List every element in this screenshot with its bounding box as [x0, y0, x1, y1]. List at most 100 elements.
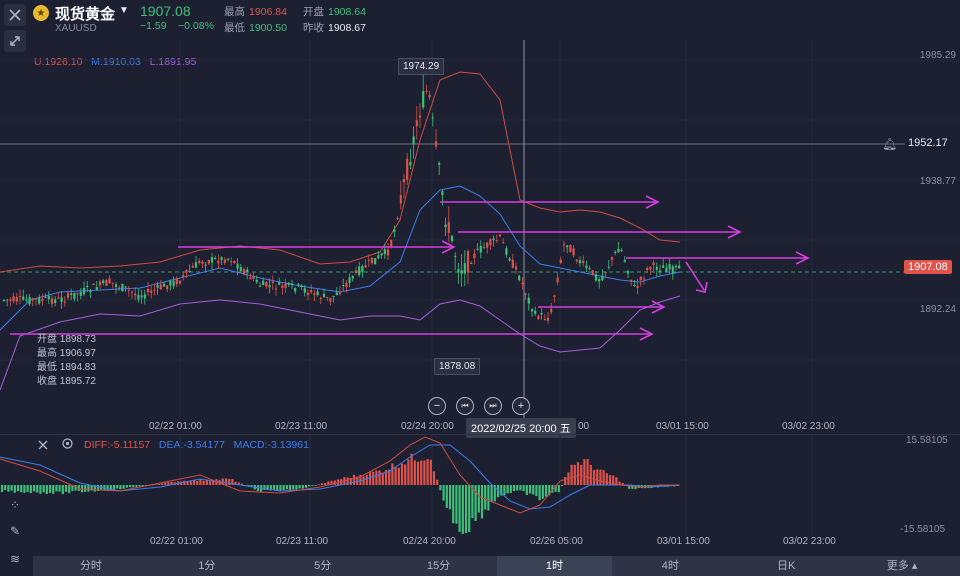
stat-low: 最低 1900.50	[224, 22, 287, 34]
tab-1hour[interactable]: 1时	[496, 556, 613, 576]
candle-body	[76, 293, 79, 295]
indicator-tool-button[interactable]: ⁘	[4, 494, 26, 516]
macd-bar	[192, 479, 196, 485]
candle-body	[438, 162, 441, 165]
macd-bar	[288, 485, 292, 490]
macd-bar	[477, 485, 480, 513]
tab-4hour[interactable]: 4时	[661, 560, 679, 572]
symbol-name[interactable]: 现货黄金	[55, 6, 116, 23]
tab-timeshare[interactable]: 分时	[79, 560, 102, 572]
macd-bar	[621, 483, 624, 485]
candle-body	[441, 191, 444, 196]
macd-bar	[237, 482, 240, 485]
macd-bar	[426, 459, 429, 485]
candle-body	[521, 283, 524, 285]
macd-bar	[250, 485, 253, 488]
macd-bar	[420, 460, 423, 485]
macd-bar	[205, 480, 208, 485]
candle-body	[495, 240, 498, 242]
macd-bar	[282, 485, 285, 491]
macd-bar	[413, 460, 416, 485]
candle-body	[492, 238, 495, 241]
candle-body	[473, 253, 476, 259]
candle-body	[207, 260, 210, 264]
macd-bar	[484, 485, 487, 510]
macd-bar	[10, 485, 13, 491]
tab-more[interactable]: 更多 ▴	[886, 560, 918, 572]
macd-time-label: 02/26 05:00	[530, 536, 583, 547]
candle-body	[620, 249, 623, 252]
macd-bar	[112, 485, 116, 491]
fullscreen-button[interactable]	[4, 30, 26, 52]
candle-body	[617, 248, 620, 253]
macd-bar	[292, 485, 295, 490]
candle-body	[572, 248, 575, 256]
zoom-out-button[interactable]: −	[428, 397, 446, 415]
macd-bar	[4, 485, 7, 491]
macd-bar	[87, 485, 90, 492]
macd-bar	[64, 485, 68, 492]
macd-bar	[276, 485, 279, 491]
macd-bar	[13, 485, 16, 493]
macd-settings-button[interactable]	[61, 437, 74, 455]
tab-15min[interactable]: 15分	[426, 560, 451, 572]
layers-tool-button[interactable]: ≋	[4, 548, 26, 570]
macd-bar	[7, 485, 10, 492]
macd-bar	[394, 466, 397, 485]
macd-bar	[68, 485, 71, 494]
macd-bar	[228, 478, 231, 485]
candle-body	[201, 261, 204, 264]
candle-body	[386, 249, 390, 256]
candle-body	[31, 298, 34, 301]
bell-icon[interactable]: 🔔︎	[882, 137, 898, 151]
stat-prev-close: 昨收 1908.67	[303, 22, 366, 34]
step-forward-button[interactable]: ⏭	[484, 397, 502, 415]
candle-body	[678, 265, 681, 269]
candle-body	[274, 288, 278, 290]
candle-body	[457, 268, 460, 273]
candle-body	[447, 222, 450, 233]
macd-bar	[586, 458, 589, 485]
candle-body	[412, 136, 415, 145]
macd-bar	[170, 481, 173, 485]
candle-body	[313, 293, 316, 295]
candle-body	[28, 297, 31, 305]
macd-bar	[397, 467, 400, 485]
stat-high: 最高 1906.84	[224, 6, 287, 18]
candle-body	[98, 281, 102, 286]
macd-bar	[247, 485, 250, 487]
candle-body	[82, 287, 86, 294]
macd-bar	[20, 485, 23, 493]
macd-bar	[269, 485, 272, 491]
macd-bar	[36, 485, 39, 493]
candle-body	[361, 266, 364, 273]
candle-body	[159, 284, 162, 290]
macd-bar	[480, 485, 484, 519]
zoom-in-button[interactable]: +	[512, 397, 530, 415]
candle-body	[95, 287, 98, 290]
draw-tool-button[interactable]: ✎	[4, 520, 26, 542]
macd-bar	[333, 480, 336, 485]
peak-label: 1974.29	[398, 58, 445, 75]
main-chart[interactable]: 1985.29 1938.77 1892.24	[0, 0, 960, 435]
candle-body	[188, 270, 191, 272]
candle-body	[358, 266, 361, 276]
candle-body	[559, 259, 562, 263]
tab-daily[interactable]: 日K	[777, 560, 796, 572]
macd-chart[interactable]	[0, 435, 960, 550]
tab-1min[interactable]: 1分	[198, 560, 216, 572]
macd-bar	[164, 482, 167, 485]
candle-body	[127, 289, 130, 291]
candle-body	[335, 292, 338, 296]
step-back-button[interactable]: ⏮	[456, 397, 474, 415]
macd-bar	[356, 476, 359, 485]
macd-close-button[interactable]	[37, 438, 49, 456]
close-button[interactable]	[4, 4, 26, 26]
macd-diff-line	[0, 436, 680, 514]
candle-body	[172, 280, 175, 287]
macd-bar	[74, 485, 77, 491]
candle-body	[598, 279, 601, 282]
symbol-dropdown-icon[interactable]: ▼	[119, 5, 129, 16]
tab-5min[interactable]: 5分	[314, 560, 332, 572]
candle-body	[652, 262, 655, 266]
